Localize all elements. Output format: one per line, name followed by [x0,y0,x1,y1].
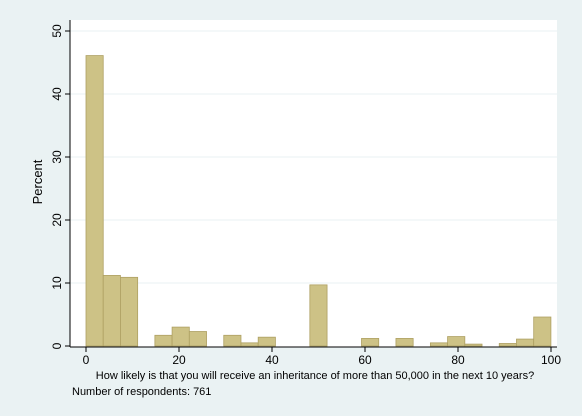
y-tick-label: 40 [50,87,64,101]
x-tick-label: 100 [541,353,561,367]
bar [533,316,552,347]
bars [85,55,552,347]
y-tick-label: 10 [50,276,64,290]
bar [154,334,173,347]
bar [85,55,104,347]
bar [447,336,466,347]
bar [257,336,276,347]
bar [120,276,139,347]
y-tick-label: 50 [50,24,64,38]
x-axis-ticks: 0 20 40 60 80 100 [83,347,561,367]
bar [498,343,517,347]
bar [464,343,483,347]
gridlines [70,30,557,284]
bar [223,334,242,347]
bar [171,326,190,347]
y-tick-label: 30 [50,150,64,164]
x-axis-title: How likely is that you will receive an i… [96,370,534,382]
x-tick-label: 80 [451,353,465,367]
y-axis-ticks: 0 10 20 30 40 50 [50,24,70,349]
y-tick-label: 0 [50,342,64,349]
y-tick-label: 20 [50,213,64,227]
x-tick-label: 60 [358,353,372,367]
bar [361,338,380,347]
x-tick-label: 40 [265,353,279,367]
bar [240,342,259,347]
respondents-note: Number of respondents: 761 [72,386,211,398]
x-tick-label: 0 [83,353,90,367]
axes [69,20,557,348]
bar [516,338,535,347]
bar [309,284,328,347]
bar [395,338,414,347]
bar [102,275,121,347]
x-tick-label: 20 [172,353,186,367]
bar [188,331,207,347]
y-axis-title: Percent [30,159,45,204]
bar [429,342,448,347]
